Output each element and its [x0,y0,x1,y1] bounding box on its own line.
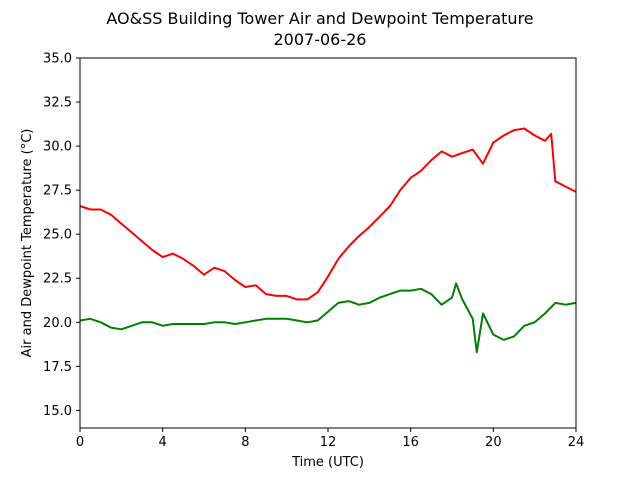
y-tick-label: 17.5 [43,360,72,375]
x-tick-label: 4 [159,435,167,450]
y-tick-label: 20.0 [43,316,72,331]
x-tick-label: 0 [76,435,84,450]
plot-frame [79,57,577,429]
y-tick-label: 32.5 [43,96,72,111]
x-tick-label: 8 [241,435,249,450]
ticks-layer: 0 4 8 12 16 20 24 15.0 17.5 20.0 22.5 25.0 27.5 30.0 3… [43,52,584,451]
y-tick-label: 27.5 [43,184,72,199]
y-axis-label: Air and Dewpoint Temperature (°C) [20,129,35,358]
chart-subtitle: 2007-06-26 [274,30,367,49]
y-tick-label: 30.0 [43,140,72,155]
x-tick-label: 20 [485,435,502,450]
y-tick-label: 35.0 [43,52,72,67]
series-layer [79,127,577,354]
y-tick-label: 15.0 [43,404,72,419]
x-tick-label: 16 [402,435,419,450]
series-line-1 [79,282,577,354]
series-line-0 [79,127,577,301]
y-tick-label: 25.0 [43,228,72,243]
y-tick-label: 22.5 [43,272,72,287]
chart-title: AO&SS Building Tower Air and Dewpoint Te… [106,9,533,28]
x-axis-label: Time (UTC) [291,455,364,470]
x-tick-label: 24 [568,435,585,450]
x-tick-label: 12 [320,435,337,450]
